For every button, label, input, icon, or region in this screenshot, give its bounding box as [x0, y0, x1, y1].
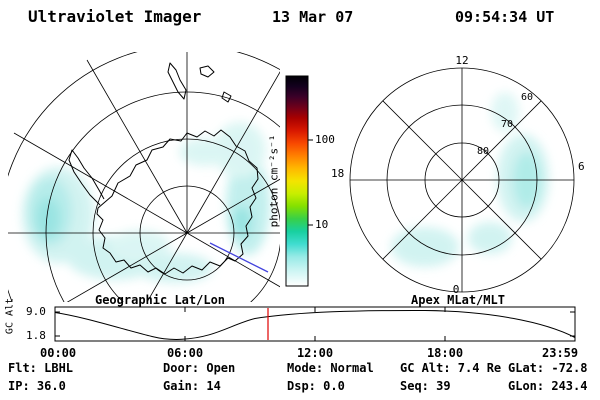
right-panel-caption: Apex MLat/MLT	[411, 293, 505, 307]
colorbar	[285, 75, 313, 287]
altitude-ylabel: GC Alt	[4, 297, 16, 335]
xtick-2359: 23:59	[542, 346, 579, 360]
xtick-0600: 06:00	[166, 346, 204, 360]
xtick-0000: 00:00	[40, 346, 77, 360]
aurora-emission-apex	[391, 92, 549, 267]
status-door: Door: Open	[163, 361, 236, 375]
status-seq: Seq: 39	[400, 379, 451, 393]
altitude-ymin: 1.8	[26, 329, 46, 342]
left-panel-caption: Geographic Lat/Lon	[94, 293, 226, 307]
altitude-ymax: 9.0	[26, 305, 46, 318]
date-label: 13 Mar 07	[272, 8, 354, 26]
altitude-curve	[54, 309, 576, 340]
colorbar-tick-100: 100	[315, 133, 335, 146]
ring-label-60: 60	[521, 92, 534, 103]
mlt-label-18: 18	[331, 167, 345, 180]
status-gain: Gain: 14	[163, 379, 221, 393]
mlt-label-6: 6	[578, 160, 585, 173]
status-gc-alt: GC Alt: 7.4 Re	[400, 361, 502, 375]
coastline-antarctica	[68, 62, 259, 275]
app-title: Ultraviolet Imager	[28, 7, 202, 26]
ring-label-80: 80	[477, 146, 490, 157]
mlt-label-0: 0	[452, 283, 460, 296]
xtick-1800: 18:00	[426, 346, 464, 360]
status-ip: IP: 36.0	[8, 379, 66, 393]
status-glon: GLon: 243.4	[508, 379, 588, 393]
time-label: 09:54:34 UT	[455, 8, 555, 26]
xtick-1200: 12:00	[296, 346, 334, 360]
colorbar-tick-10: 10	[315, 218, 329, 231]
mlt-label-12: 12	[455, 54, 469, 67]
status-dsp: Dsp: 0.0	[287, 379, 345, 393]
apex-grid	[349, 67, 575, 293]
status-flt: Flt: LBHL	[8, 361, 74, 375]
colorbar-units-label: photon cm⁻²s⁻¹	[267, 134, 281, 228]
aurora-emission-geographic	[22, 122, 270, 283]
altitude-plot	[54, 306, 576, 342]
status-glat: GLat: -72.8	[508, 361, 588, 375]
orbit-track-line	[209, 242, 269, 273]
status-mode: Mode: Normal	[287, 361, 374, 375]
ring-label-70: 70	[501, 119, 514, 130]
